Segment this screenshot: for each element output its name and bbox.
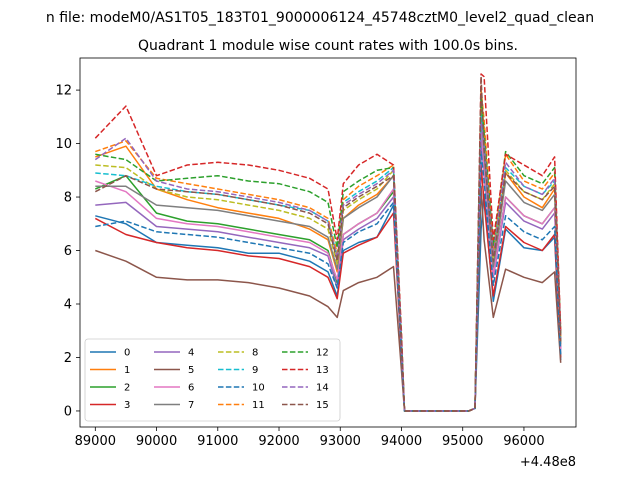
x-axis: 89000 90000 91000 92000 93000 94000 95000 96000: [75, 427, 545, 449]
legend-label-9: 9: [252, 365, 258, 376]
legend-label-0: 0: [124, 348, 130, 359]
legend-label-13: 13: [316, 365, 329, 376]
series-line-14: [94, 121, 562, 412]
legend-label-8: 8: [252, 348, 258, 359]
figure-suptitle: n file: modeM0/AS1T05_183T01_9000006124_…: [46, 10, 594, 26]
x-tick-label: 95000: [442, 434, 483, 449]
y-tick-label: 4: [64, 298, 72, 313]
x-tick-label: 94000: [381, 434, 422, 449]
plot-frame: [79, 57, 577, 428]
x-tick-label: 91000: [197, 434, 238, 449]
series-line-5: [95, 185, 562, 412]
x-tick-label: 89000: [75, 434, 116, 449]
legend-label-4: 4: [188, 348, 194, 359]
legend-box: [84, 338, 341, 422]
legend-label-3: 3: [124, 400, 130, 411]
x-tick-label: 93000: [320, 434, 361, 449]
y-tick-label: 12: [55, 84, 72, 99]
y-tick-label: 0: [64, 404, 72, 419]
legend-label-14: 14: [316, 383, 329, 394]
x-tick-label: 96000: [503, 434, 544, 449]
series-layer: [94, 73, 562, 412]
series-line-10: [95, 150, 562, 412]
legend-label-7: 7: [188, 400, 194, 411]
x-offset-label: +4.48e8: [520, 455, 576, 470]
legend-label-1: 1: [124, 365, 130, 376]
x-tick-label: 92000: [258, 434, 299, 449]
series-line-13: [94, 73, 562, 412]
legend-label-2: 2: [124, 383, 130, 394]
legend-label-10: 10: [252, 383, 265, 394]
x-tick-label: 90000: [136, 434, 177, 449]
legend-label-15: 15: [316, 400, 329, 411]
series-line-11: [95, 89, 562, 412]
legend-label-12: 12: [316, 348, 329, 359]
chart-title: Quadrant 1 module wise count rates with …: [138, 38, 518, 54]
y-tick-label: 10: [55, 137, 72, 152]
series-line-15: [94, 75, 562, 412]
y-tick-label: 2: [64, 351, 72, 366]
legend-label-11: 11: [252, 400, 265, 411]
legend-label-5: 5: [188, 365, 194, 376]
y-tick-label: 8: [64, 191, 72, 206]
legend-label-6: 6: [188, 383, 194, 394]
y-tick-label: 6: [64, 244, 72, 259]
y-axis: 0 2 4 6 8 10 12: [55, 84, 80, 419]
